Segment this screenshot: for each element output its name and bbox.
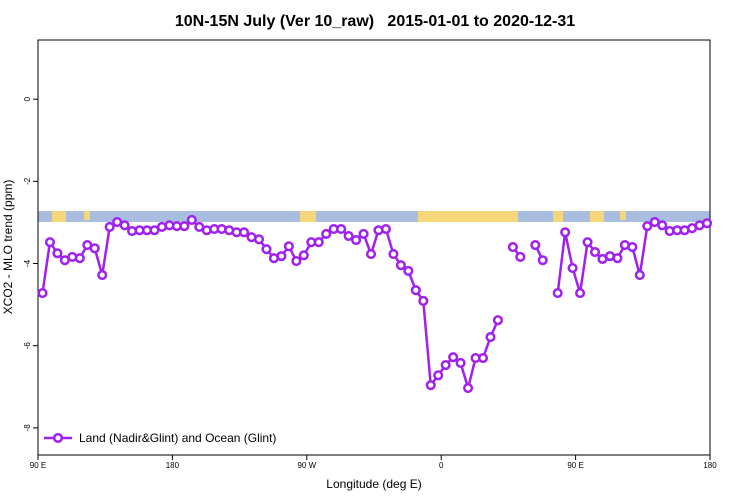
data-point: [291, 256, 302, 267]
y-tick-label: -6: [23, 342, 32, 350]
x-tick-label: 90 E: [567, 461, 583, 470]
data-point: [89, 243, 100, 254]
data-point: [321, 228, 332, 239]
data-point: [492, 315, 503, 326]
data-point: [380, 223, 391, 235]
data-point: [410, 285, 421, 296]
data-point: [567, 262, 578, 274]
x-tick-label: 180: [166, 461, 180, 470]
data-point: [612, 253, 623, 264]
data-point: [261, 244, 272, 255]
data-point: [403, 265, 414, 276]
data-point: [336, 223, 347, 235]
data-point: [239, 227, 250, 238]
x-tick-label: 180: [703, 461, 717, 470]
y-tick-label: 0: [23, 96, 32, 101]
data-point: [343, 230, 354, 242]
data-point: [582, 237, 593, 248]
data-point: [119, 220, 130, 231]
data-point: [179, 221, 190, 232]
data-point: [627, 242, 638, 253]
x-tick-label: 0: [439, 461, 444, 470]
data-point: [433, 370, 444, 381]
data-point: [575, 288, 586, 299]
data-point: [530, 239, 541, 251]
data-point: [283, 241, 294, 252]
data-point: [552, 288, 563, 299]
data-line: [41, 218, 708, 390]
data-point: [52, 248, 63, 259]
data-point: [37, 288, 48, 299]
data-point: [440, 359, 451, 371]
x-axis-label: Longitude (deg E): [326, 477, 421, 491]
data-point: [418, 295, 429, 306]
data-point: [44, 237, 55, 248]
y-tick-label: -2: [23, 177, 32, 185]
data-point: [313, 237, 324, 248]
legend-label: Land (Nadir&Glint) and Ocean (Glint): [79, 431, 276, 445]
data-point: [186, 214, 197, 226]
data-point: [507, 242, 518, 253]
data-point: [448, 352, 459, 363]
chart-title: 10N-15N July (Ver 10_raw) 2015-01-01 to …: [175, 13, 575, 30]
x-tick-label: 90 E: [30, 461, 46, 470]
data-point: [276, 251, 287, 262]
data-point: [351, 235, 362, 246]
data-point: [388, 249, 399, 260]
data-point: [97, 269, 108, 281]
data-point: [395, 260, 406, 271]
plot-frame: [37, 39, 711, 456]
data-point: [634, 269, 645, 281]
surface-strip: [38, 211, 710, 222]
data-point: [365, 249, 377, 260]
data-point: [560, 227, 571, 238]
data-point: [477, 352, 489, 364]
data-point: [537, 255, 548, 266]
data-point: [589, 246, 601, 258]
data-point: [358, 228, 369, 239]
data-point: [104, 221, 115, 233]
data-point: [425, 380, 436, 391]
data-point: [485, 332, 496, 343]
data-point: [515, 251, 526, 263]
data-point: [463, 382, 474, 394]
x-tick-label: 90 W: [297, 461, 316, 470]
data-point: [455, 357, 466, 369]
data-point: [74, 253, 85, 264]
y-axis-label: XCO2 - MLO trend (ppm): [1, 180, 15, 315]
legend-marker: [52, 432, 64, 444]
data-point: [253, 234, 265, 245]
data-point: [657, 220, 668, 231]
data-point: [642, 221, 653, 232]
y-tick-label: -8: [23, 424, 32, 432]
data-point: [298, 250, 309, 261]
data-point: [701, 218, 713, 229]
y-tick-label: -4: [23, 259, 32, 267]
